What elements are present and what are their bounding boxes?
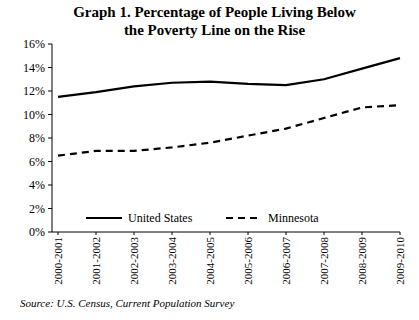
y-tick-label: 16% bbox=[23, 37, 45, 51]
x-tick-label: 2001-2002 bbox=[90, 237, 102, 285]
x-tick-label: 2005-2006 bbox=[242, 237, 254, 285]
y-tick bbox=[48, 114, 52, 115]
y-tick-label: 12% bbox=[23, 84, 45, 98]
y-tick-label: 2% bbox=[29, 202, 45, 216]
y-tick bbox=[48, 161, 52, 162]
x-tick bbox=[400, 232, 401, 235]
x-tick bbox=[96, 232, 97, 235]
x-tick bbox=[362, 232, 363, 235]
y-tick-label: 4% bbox=[29, 178, 45, 192]
x-tick-label: 2006-2007 bbox=[280, 237, 292, 285]
source: Source: U.S. Census, Current Population … bbox=[20, 297, 234, 309]
series-line bbox=[58, 105, 400, 156]
x-tick-label: 2000-2001 bbox=[52, 237, 64, 285]
y-tick-label: 14% bbox=[23, 61, 45, 75]
x-tick bbox=[324, 232, 325, 235]
x-tick bbox=[248, 232, 249, 235]
x-tick bbox=[210, 232, 211, 235]
x-tick bbox=[134, 232, 135, 235]
legend-label: Minnesota bbox=[268, 211, 319, 225]
x-tick-label: 2003-2004 bbox=[166, 237, 178, 285]
x-tick bbox=[172, 232, 173, 235]
y-tick-label: 10% bbox=[23, 108, 45, 122]
x-tick-label: 2004-2005 bbox=[204, 237, 216, 285]
y-tick-label: 8% bbox=[29, 131, 45, 145]
series-line bbox=[58, 58, 400, 97]
x-axis bbox=[52, 232, 400, 233]
x-tick-label: 2002-2003 bbox=[128, 237, 140, 285]
legend-swatch bbox=[86, 217, 122, 219]
x-tick-label: 2008-2009 bbox=[356, 237, 368, 285]
y-tick-label: 0% bbox=[29, 225, 45, 239]
y-tick bbox=[48, 138, 52, 139]
y-tick bbox=[48, 44, 52, 45]
plot-area bbox=[58, 58, 400, 156]
x-tick bbox=[58, 232, 59, 235]
x-tick-label: 2007-2008 bbox=[318, 237, 330, 285]
chart: Graph 1. Percentage of People Living Bel… bbox=[0, 0, 419, 320]
legend-label: United States bbox=[128, 211, 193, 225]
y-tick bbox=[48, 91, 52, 92]
y-tick bbox=[48, 208, 52, 209]
y-tick bbox=[48, 185, 52, 186]
title: Graph 1. Percentage of People Living Bel… bbox=[73, 4, 356, 38]
y-tick bbox=[48, 67, 52, 68]
legend-swatch bbox=[226, 217, 262, 219]
y-tick-label: 6% bbox=[29, 155, 45, 169]
y-tick bbox=[48, 232, 52, 233]
x-tick bbox=[286, 232, 287, 235]
x-tick-label: 2009-2010 bbox=[394, 237, 406, 285]
